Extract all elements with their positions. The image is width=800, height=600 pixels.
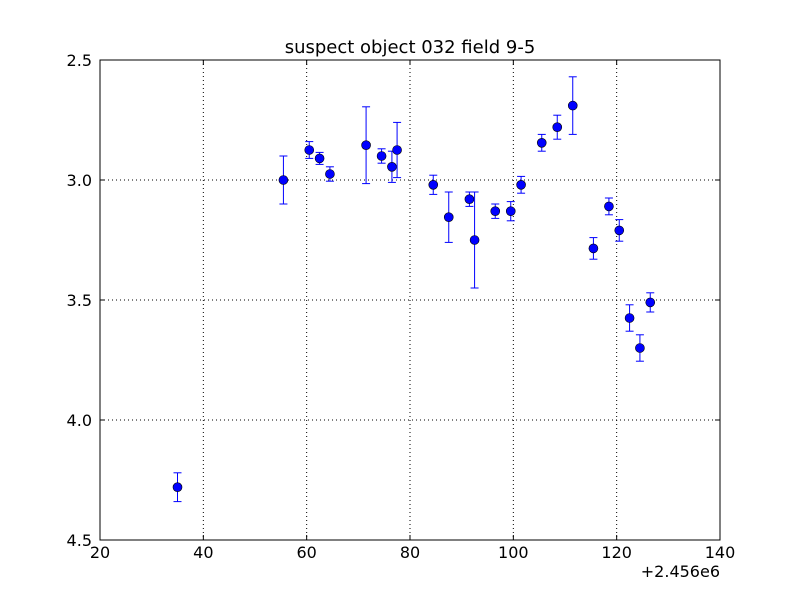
data-point <box>314 153 325 164</box>
data-point <box>567 100 578 111</box>
data-point <box>325 169 335 179</box>
x-tick-label: 20 <box>90 543 110 562</box>
data-point <box>464 194 475 204</box>
x-tick-label: 140 <box>705 543 736 562</box>
data-point <box>552 122 563 132</box>
y-tick-label: 3.5 <box>67 291 92 310</box>
data-point <box>443 212 454 222</box>
data-point <box>516 180 526 190</box>
data-point <box>361 140 371 150</box>
data-point <box>635 343 645 353</box>
x-tick-label: 100 <box>498 543 529 562</box>
y-tick-label: 3.0 <box>67 171 92 190</box>
data-point <box>604 201 614 212</box>
data-point <box>505 206 516 216</box>
y-tick-label: 2.5 <box>67 51 92 70</box>
data-point <box>624 313 635 323</box>
x-tick-label: 80 <box>400 543 420 562</box>
x-offset-label: +2.456e6 <box>641 562 720 581</box>
x-tick-label: 60 <box>296 543 316 562</box>
axis-ticks: 20 40 60 80 100 120 140 2.5 3.0 3.5 4.0 4.5 <box>67 51 736 562</box>
data-point <box>614 225 625 236</box>
data-point <box>392 145 402 155</box>
data-point <box>387 162 397 172</box>
data-point <box>469 235 480 245</box>
data-point <box>428 180 439 190</box>
data-point <box>172 482 183 493</box>
data-point <box>278 175 289 185</box>
y-tick-label: 4.0 <box>67 411 92 430</box>
y-tick-label: 4.5 <box>67 531 92 550</box>
data-point <box>376 151 387 161</box>
x-tick-label: 40 <box>193 543 213 562</box>
data-point <box>304 145 315 155</box>
x-tick-label: 120 <box>601 543 632 562</box>
data-point <box>645 297 656 308</box>
data-series <box>172 76 656 503</box>
grid-lines <box>100 60 720 540</box>
chart-title: suspect object 032 field 9-5 <box>285 37 536 58</box>
data-point <box>588 243 599 254</box>
data-point <box>536 138 547 148</box>
data-point <box>490 206 501 216</box>
